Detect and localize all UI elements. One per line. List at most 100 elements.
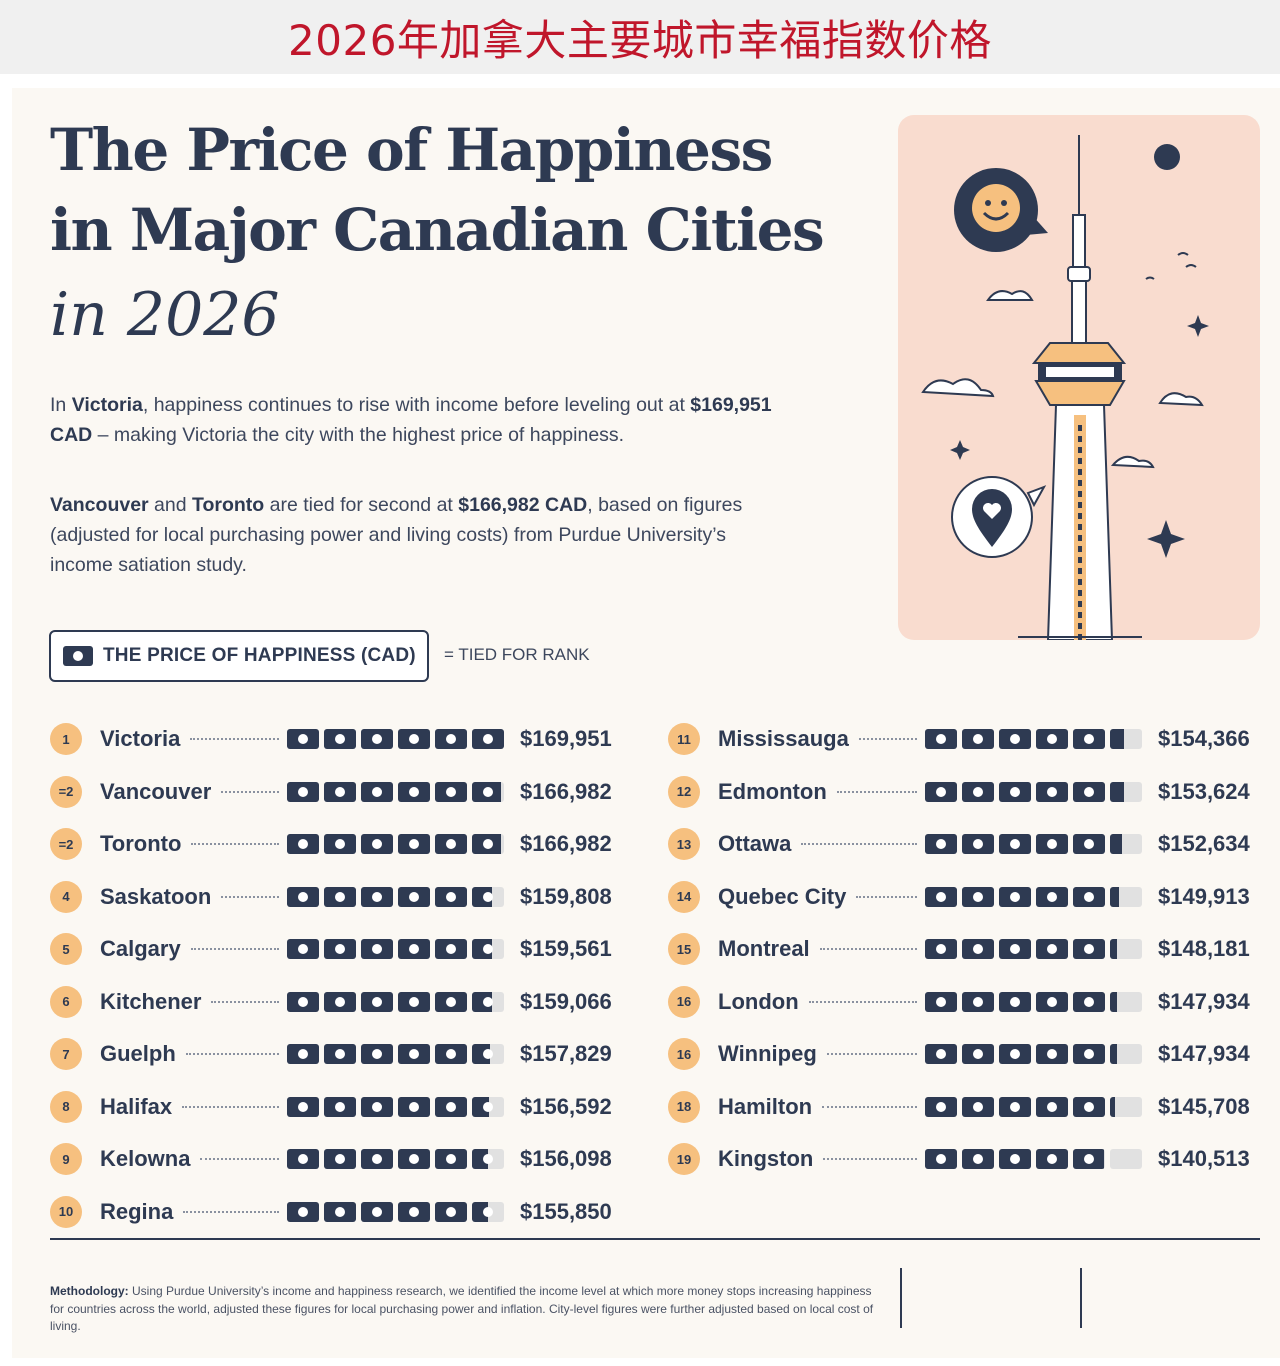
bill-coin-mark — [335, 891, 345, 902]
bill-coin-mark — [409, 1101, 419, 1112]
bill-fill — [1110, 1096, 1115, 1117]
money-bill-icon — [1073, 939, 1105, 959]
city-name: Guelph — [100, 1041, 176, 1066]
money-bill-icon — [287, 729, 319, 749]
bill-coin-mark — [446, 996, 456, 1007]
bill-coin-mark — [372, 734, 382, 744]
bill-coin-mark — [372, 839, 382, 849]
bill-bar — [925, 781, 1142, 802]
bill-coin-mark — [446, 1206, 456, 1217]
bill-coin-mark — [483, 1101, 493, 1112]
bill-coin-mark — [409, 839, 419, 849]
bill-coin-mark — [446, 1101, 456, 1112]
cn-tower-illustration — [898, 115, 1260, 640]
bill-coin-mark — [483, 891, 493, 902]
money-bill-icon — [999, 1096, 1031, 1117]
table-row: 18 Hamilton $145,708 — [668, 1090, 1268, 1124]
bill-coin-mark — [1084, 1049, 1094, 1059]
methodology-note: Methodology: Using Purdue University’s i… — [50, 1284, 874, 1333]
money-bill-icon — [361, 781, 393, 802]
price-label: $145,708 — [1158, 1093, 1250, 1119]
bill-bar — [925, 886, 1142, 907]
money-bill-icon — [962, 1096, 994, 1117]
bill-coin-mark — [1047, 944, 1057, 954]
price-label: $140,513 — [1158, 1146, 1250, 1171]
bill-coin-mark — [1084, 996, 1094, 1007]
rank-badge: 10 — [50, 1195, 82, 1228]
money-bill-icon — [962, 729, 994, 749]
money-bill-icon — [1110, 939, 1142, 959]
bill-coin-mark — [1010, 996, 1020, 1007]
price-label: $166,982 — [520, 778, 612, 804]
money-bill-icon — [1110, 834, 1142, 854]
bill-bar — [287, 886, 504, 907]
bill-coin-mark — [973, 1154, 983, 1164]
chart-title-line-2: in Major Canadian Cities — [50, 196, 825, 264]
money-bill-icon — [361, 1201, 393, 1222]
bill-coin-mark — [372, 1049, 382, 1059]
price-label: $159,066 — [520, 988, 612, 1014]
bill-bar — [925, 834, 1142, 854]
money-bill-icon — [1073, 729, 1105, 749]
bill-coin-mark — [409, 1154, 419, 1164]
city-name: Halifax — [100, 1093, 173, 1119]
bill-coin-mark — [409, 1049, 419, 1059]
price-label: $155,850 — [520, 1198, 612, 1224]
dotted-leader — [836, 790, 917, 793]
money-bill-icon — [1110, 781, 1142, 802]
bill-coin-mark — [973, 1049, 983, 1059]
table-row: 16 London $147,934 — [668, 985, 1268, 1019]
price-label: $147,934 — [1158, 988, 1250, 1014]
bill-coin-mark — [372, 786, 382, 797]
money-bill-icon — [324, 729, 356, 749]
money-bill-icon — [472, 1149, 504, 1169]
bill-coin-mark — [446, 891, 456, 902]
money-bill-icon — [398, 1096, 430, 1117]
bill-fill — [1110, 729, 1125, 749]
bill-coin-mark — [1010, 1101, 1020, 1112]
dotted-leader — [826, 1053, 917, 1055]
money-bill-icon — [1036, 991, 1068, 1012]
footer-separator — [900, 1268, 902, 1328]
bill-bar — [925, 1044, 1142, 1064]
bill-coin-mark — [1010, 1154, 1020, 1164]
money-bill-icon — [472, 729, 504, 749]
bill-coin-mark — [1047, 891, 1057, 902]
rank-badge: 7 — [50, 1038, 82, 1070]
footer-divider — [50, 1238, 1260, 1240]
price-label: $149,913 — [1158, 883, 1250, 909]
money-bill-icon — [361, 886, 393, 907]
money-bill-icon — [1073, 781, 1105, 802]
bill-coin-mark — [936, 1154, 946, 1164]
bill-bar — [287, 781, 504, 802]
city-name: Victoria — [100, 726, 181, 751]
money-bill-icon — [287, 1149, 319, 1169]
money-bill-icon — [962, 1149, 994, 1169]
money-bill-icon — [1036, 1149, 1068, 1169]
bill-fill — [1110, 834, 1123, 854]
bill-coin-mark — [298, 891, 308, 902]
city-name: Hamilton — [718, 1093, 813, 1119]
dotted-leader — [200, 1158, 279, 1160]
bill-bar — [287, 939, 504, 959]
city-name: Mississauga — [718, 726, 849, 751]
rank-badge: 18 — [668, 1090, 700, 1123]
chart-title-line-3: in 2026 — [50, 280, 280, 350]
city-name: Quebec City — [718, 883, 847, 909]
bill-fill — [1110, 939, 1118, 959]
table-row: 4 Saskatoon $159,808 — [50, 880, 630, 914]
table-row: 13 Ottawa $152,634 — [668, 827, 1268, 861]
bill-coin-mark — [372, 1154, 382, 1164]
money-bill-icon — [925, 834, 957, 854]
money-bill-icon — [999, 781, 1031, 802]
money-bill-icon — [999, 834, 1031, 854]
price-label: $156,098 — [520, 1146, 612, 1171]
money-bill-icon — [63, 646, 93, 666]
money-bill-icon — [925, 781, 957, 802]
bill-coin-mark — [973, 734, 983, 744]
bill-coin-mark — [936, 839, 946, 849]
money-bill-icon — [1073, 886, 1105, 907]
money-bill-icon — [962, 834, 994, 854]
dotted-leader — [819, 948, 917, 950]
price-label: $154,366 — [1158, 726, 1250, 751]
